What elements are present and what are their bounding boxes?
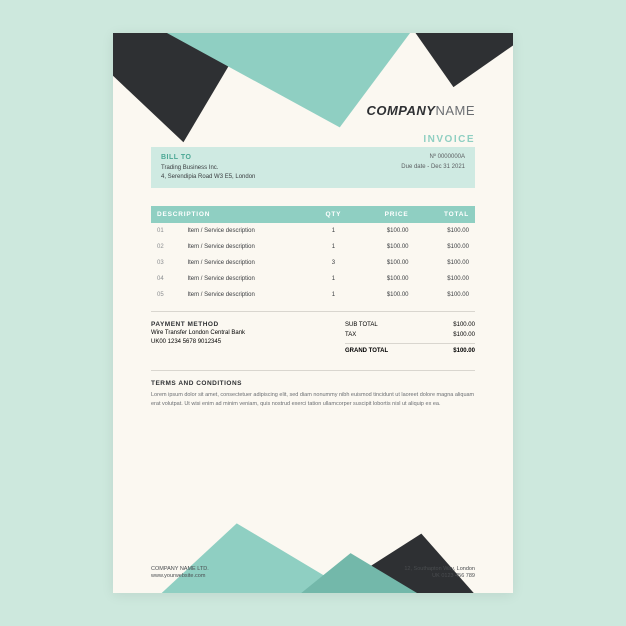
footer-web: www.yourwebsite.com [151, 573, 209, 581]
item-desc: Item / Service description [181, 255, 310, 271]
table-row: 04Item / Service description1$100.00$100… [151, 271, 475, 287]
item-price: $100.00 [356, 239, 414, 255]
invoice-title: INVOICE [151, 134, 475, 145]
item-total: $100.00 [415, 271, 475, 287]
item-price: $100.00 [356, 255, 414, 271]
invoice-page: COMPANYNAME INVOICE BILL TO Trading Busi… [113, 33, 513, 593]
footer-address: 12, Southapton Way, London [404, 566, 475, 574]
item-price: $100.00 [356, 223, 414, 239]
item-price: $100.00 [356, 271, 414, 287]
table-row: 05Item / Service description1$100.00$100… [151, 287, 475, 303]
item-qty: 1 [311, 287, 356, 303]
terms-heading: TERMS AND CONDITIONS [151, 379, 475, 389]
item-desc: Item / Service description [181, 287, 310, 303]
col-qty: QTY [311, 206, 356, 223]
totals-block: SUB TOTAL $100.00 TAX $100.00 GRAND TOTAL $… [345, 320, 475, 356]
payment-line: Wire Transfer London Central Bank [151, 329, 345, 338]
bill-to-heading: BILL TO [161, 153, 255, 164]
col-price: PRICE [356, 206, 414, 223]
item-desc: Item / Service description [181, 239, 310, 255]
line-items-table: DESCRIPTION QTY PRICE TOTAL 01Item / Ser… [151, 206, 475, 303]
brand-light: NAME [435, 103, 475, 118]
subtotal-label: SUB TOTAL [345, 322, 378, 328]
item-qty: 1 [311, 223, 356, 239]
brand-bold: COMPANY [366, 103, 435, 118]
table-row: 02Item / Service description1$100.00$100… [151, 239, 475, 255]
terms-section: TERMS AND CONDITIONS Lorem ipsum dolor s… [151, 370, 475, 408]
item-desc: Item / Service description [181, 271, 310, 287]
item-number: 03 [151, 255, 181, 271]
item-desc: Item / Service description [181, 223, 310, 239]
terms-body: Lorem ipsum dolor sit amet, consectetuer… [151, 391, 475, 408]
footer-company: COMPANY NAME LTD. [151, 566, 209, 574]
subtotal-value: $100.00 [453, 322, 475, 328]
item-qty: 1 [311, 239, 356, 255]
tax-label: TAX [345, 332, 356, 338]
item-number: 04 [151, 271, 181, 287]
item-total: $100.00 [415, 239, 475, 255]
table-row: 01Item / Service description1$100.00$100… [151, 223, 475, 239]
item-number: 02 [151, 239, 181, 255]
col-total: TOTAL [415, 206, 475, 223]
item-number: 01 [151, 223, 181, 239]
table-row: 03Item / Service description3$100.00$100… [151, 255, 475, 271]
tax-value: $100.00 [453, 332, 475, 338]
item-total: $100.00 [415, 255, 475, 271]
invoice-number: Nº 0000000A [401, 153, 465, 163]
footer: COMPANY NAME LTD. www.yourwebsite.com 12… [151, 566, 475, 581]
item-qty: 1 [311, 271, 356, 287]
item-total: $100.00 [415, 223, 475, 239]
col-description: DESCRIPTION [151, 206, 311, 223]
bill-to-bar: BILL TO Trading Business Inc. 4, Serendi… [151, 147, 475, 188]
item-qty: 3 [311, 255, 356, 271]
payment-heading: PAYMENT METHOD [151, 320, 345, 330]
company-logo: COMPANYNAME [151, 103, 475, 118]
item-price: $100.00 [356, 287, 414, 303]
payment-method: PAYMENT METHOD Wire Transfer London Cent… [151, 320, 345, 356]
grand-total-label: GRAND TOTAL [345, 348, 388, 354]
item-total: $100.00 [415, 287, 475, 303]
grand-total-value: $100.00 [453, 348, 475, 354]
bill-to-name: Trading Business Inc. [161, 164, 255, 173]
bill-to-address: 4, Serendipia Road W3 E5, London [161, 173, 255, 182]
payment-line: UK00 1234 5678 9012345 [151, 338, 345, 347]
invoice-due-date: Due date - Dec 31 2021 [401, 163, 465, 173]
footer-phone: UK 0123 456 789 [404, 573, 475, 581]
item-number: 05 [151, 287, 181, 303]
